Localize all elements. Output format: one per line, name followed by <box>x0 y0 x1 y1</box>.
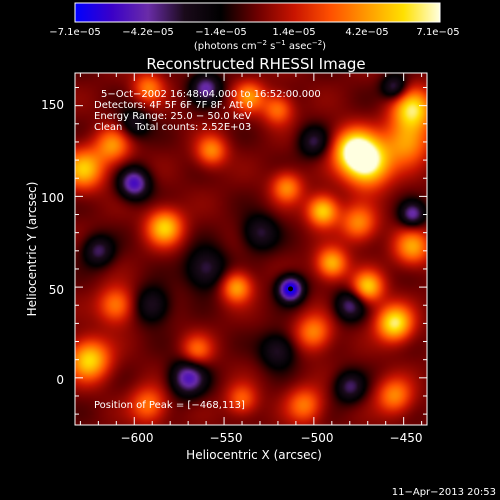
y-axis: 150 100 50 0 Heliocentric Y (arcsec) <box>25 98 64 387</box>
colorbar-strip <box>74 2 441 23</box>
plot-frame <box>74 72 428 426</box>
annotation-time-range: 5−Oct−2002 16:48:04.000 to 16:52:00.000 <box>101 89 321 100</box>
annotation-detectors: Detectors: 4F 5F 6F 7F 8F, Att 0 <box>94 100 253 111</box>
colorbar-tick-label: 4.2e−05 <box>345 27 388 38</box>
annotation-clean-counts: Clean Total counts: 2.52E+03 <box>94 122 251 133</box>
y-axis-label: Heliocentric Y (arcsec) <box>25 182 39 317</box>
colorbar-tick-label: −1.4e−05 <box>195 27 247 38</box>
heatmap-image <box>75 73 427 425</box>
footer-timestamp: 11−Apr−2013 20:53 <box>392 487 496 498</box>
colorbar-unit-label: (photons cm−2 s−1 asec−2) <box>194 39 326 52</box>
colorbar-unit-part: s <box>267 41 275 52</box>
chart-title: Reconstructed RHESSI Image <box>146 55 365 73</box>
x-tick-label: −450 <box>390 431 423 445</box>
y-tick-label: 50 <box>49 283 64 297</box>
colorbar-unit-part: (photons cm <box>194 41 257 52</box>
colorbar-unit-exponent: −2 <box>257 39 267 47</box>
colorbar-tick-label: −4.2e−05 <box>122 27 174 38</box>
colorbar-unit-part: asec <box>286 41 312 52</box>
colorbar-unit-exponent: −1 <box>275 39 285 47</box>
colorbar: −7.1e−05 −4.2e−05 −1.4e−05 1.4e−05 4.2e−… <box>49 2 460 52</box>
colorbar-tick-label: −7.1e−05 <box>49 27 101 38</box>
x-axis: −600 −550 −500 −450 Heliocentric X (arcs… <box>121 431 423 462</box>
x-tick-label: −550 <box>210 431 243 445</box>
x-tick-label: −500 <box>301 431 334 445</box>
y-tick-label: 100 <box>41 191 64 205</box>
x-axis-label: Heliocentric X (arcsec) <box>186 448 322 462</box>
annotation-energy-range: Energy Range: 25.0 − 50.0 keV <box>94 111 251 122</box>
colorbar-tick-label: 7.1e−05 <box>416 27 459 38</box>
colorbar-tick-labels: −7.1e−05 −4.2e−05 −1.4e−05 1.4e−05 4.2e−… <box>49 27 459 38</box>
peak-position-label: Position of Peak = [−468,113] <box>94 400 245 411</box>
y-tick-label: 150 <box>41 98 64 112</box>
colorbar-tick-label: 1.4e−05 <box>272 27 315 38</box>
plot-area: 5−Oct−2002 16:48:04.000 to 16:52:00.000 … <box>74 72 428 426</box>
annotation-block: 5−Oct−2002 16:48:04.000 to 16:52:00.000 … <box>94 89 321 133</box>
y-tick-label: 0 <box>56 373 64 387</box>
colorbar-unit-part: ) <box>322 41 326 52</box>
axis-ticks <box>75 73 427 425</box>
minimum-marker <box>288 286 294 292</box>
colorbar-unit-exponent: −2 <box>312 39 322 47</box>
x-tick-label: −600 <box>121 431 154 445</box>
